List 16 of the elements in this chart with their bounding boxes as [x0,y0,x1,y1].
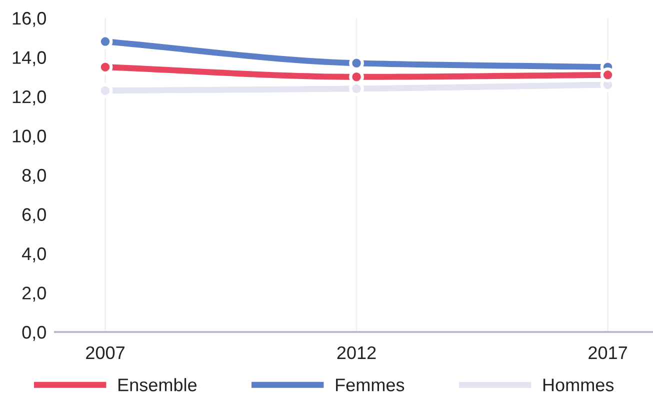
y-tick-label: 10,0 [12,130,46,145]
x-tick-label: 2012 [337,346,376,360]
x-tick-label: 2007 [86,346,124,360]
point [349,56,364,71]
y-tick-label: 8,0 [22,168,46,184]
y-tick-label: 2,0 [22,286,46,302]
y-tick-label: 16,0 [12,12,46,27]
y-tick-label: 4,0 [22,247,46,262]
y-tick-label: 14,0 [12,51,46,66]
legend-label: Femmes [336,378,404,392]
legend-label: Ensemble [118,378,197,392]
y-tick-label: 6,0 [22,208,46,224]
y-tick-label: 12,0 [12,90,46,106]
y-tick-label: 0,0 [22,326,46,341]
x-tick-label: 2017 [588,346,627,360]
legend-label: Hommes [543,378,614,392]
